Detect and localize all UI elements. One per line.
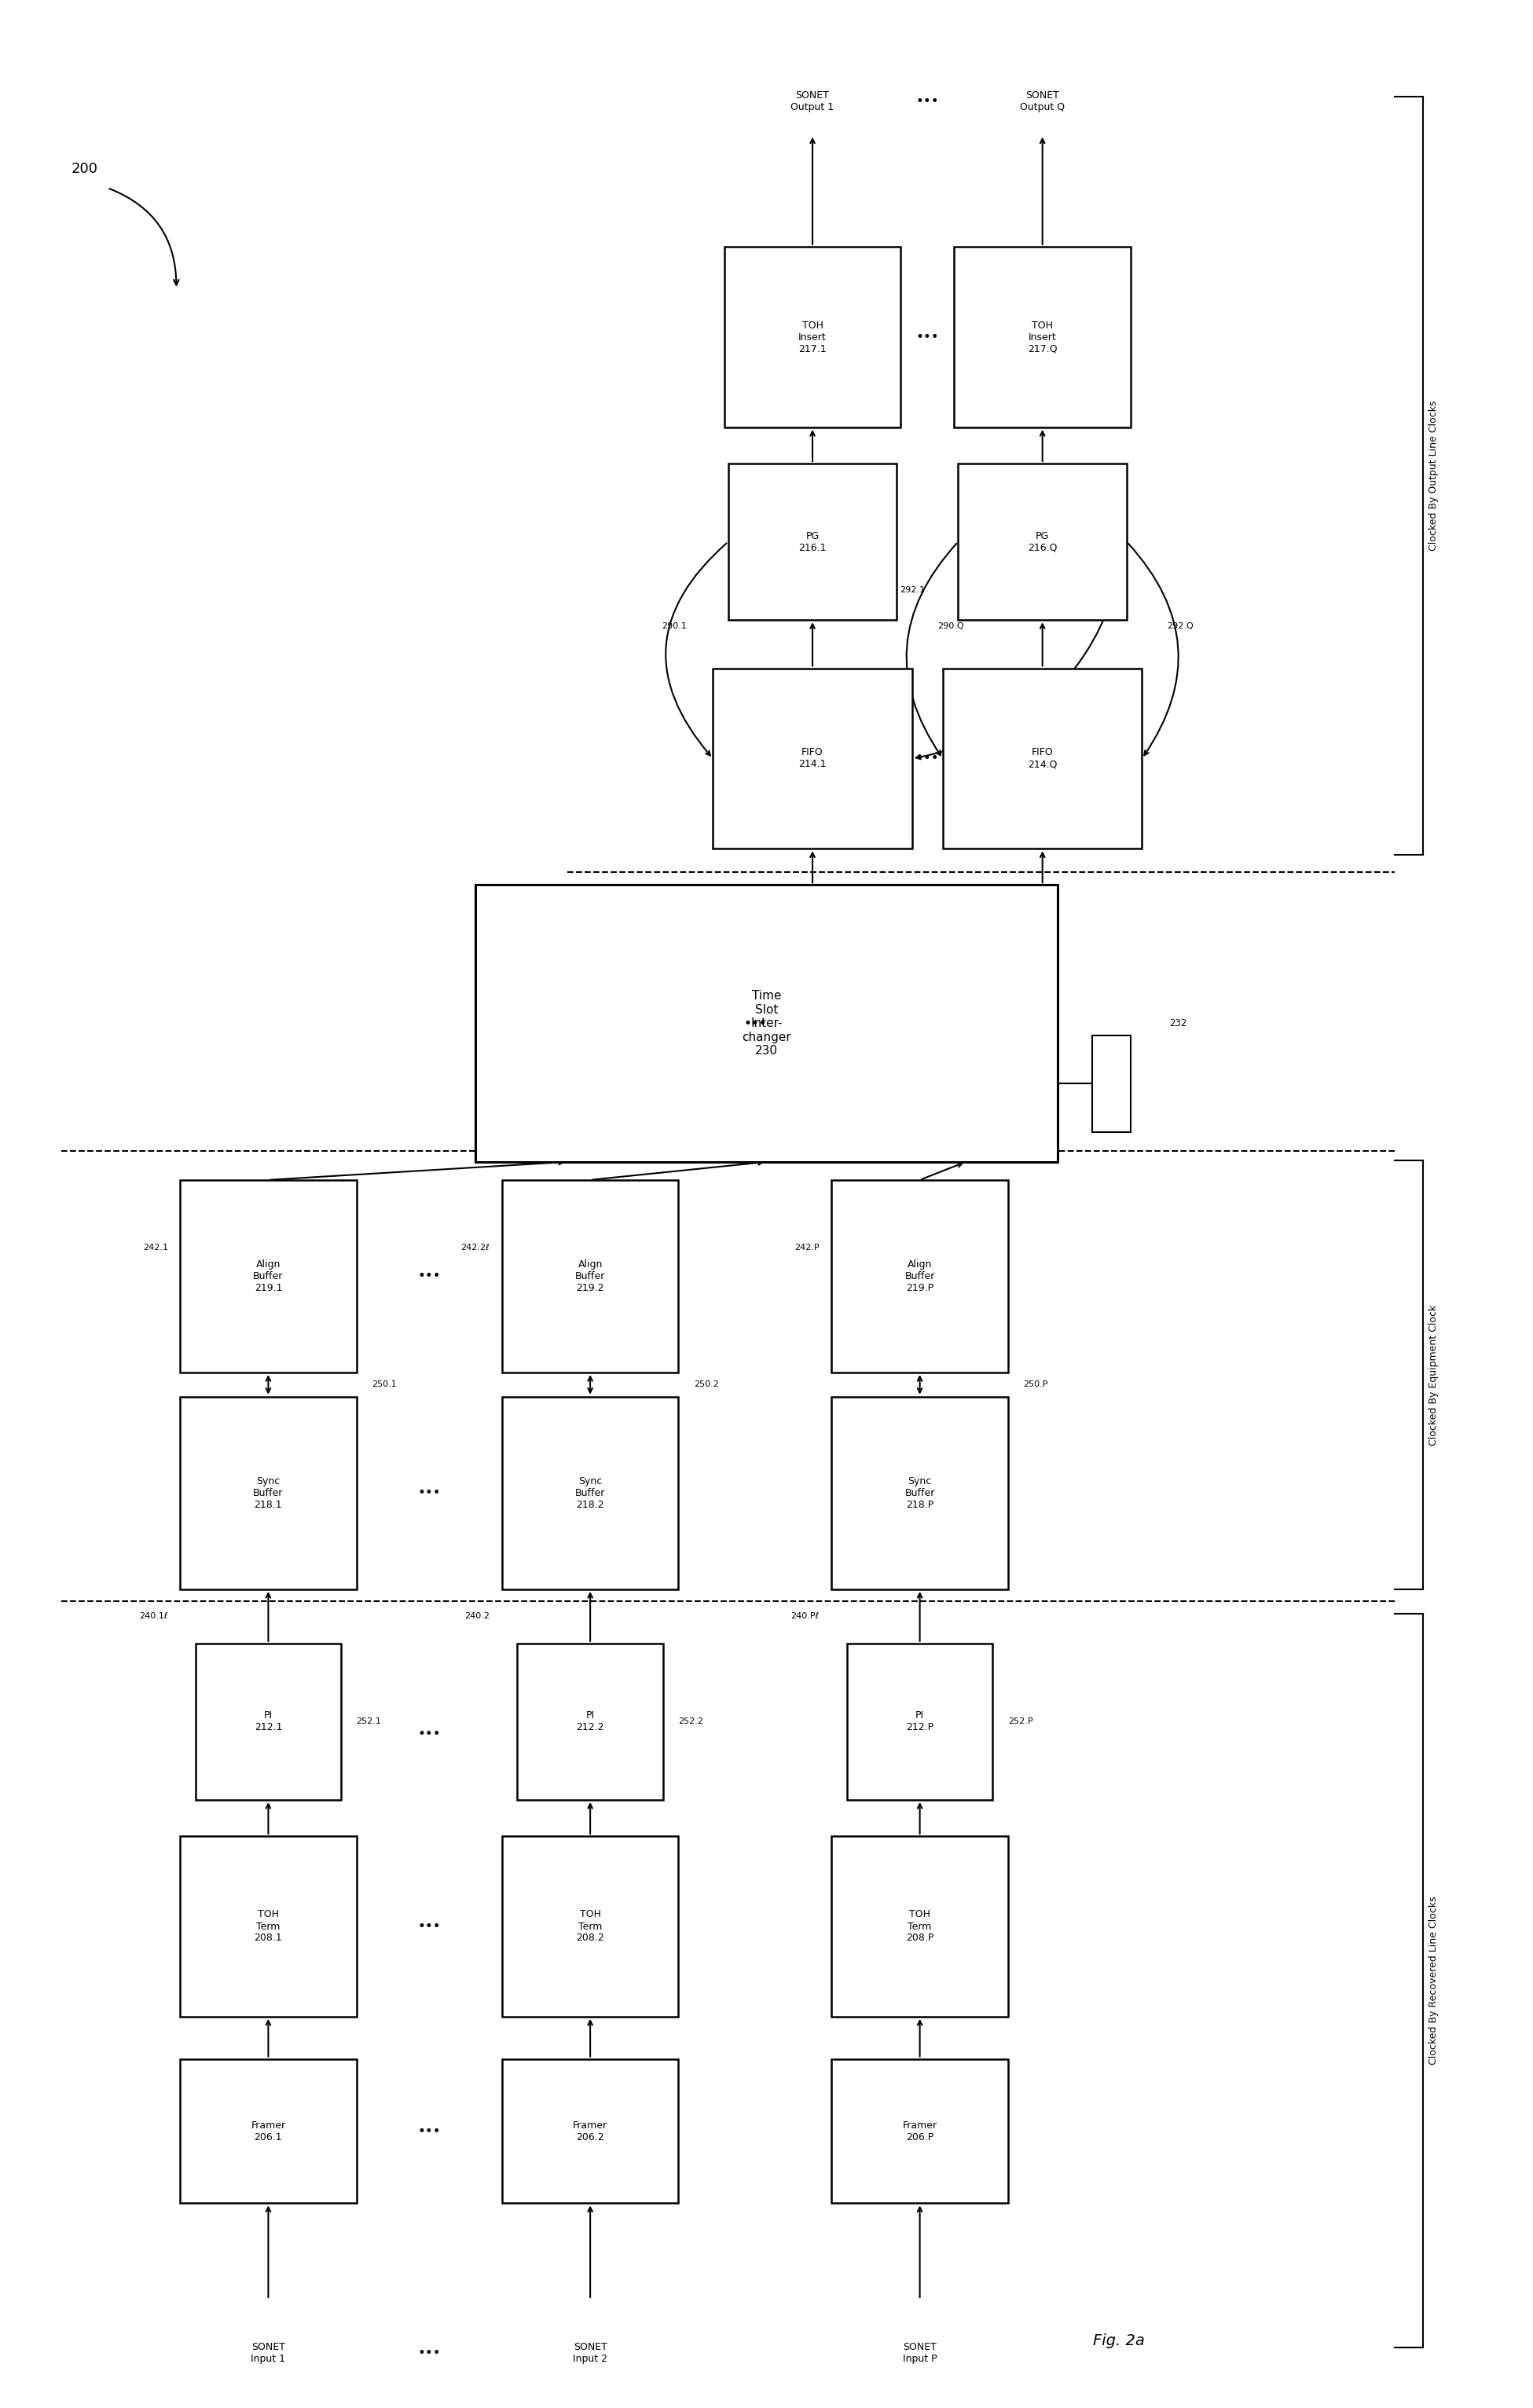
Text: PG
216.1: PG 216.1 bbox=[799, 530, 826, 554]
Text: •••: ••• bbox=[417, 1486, 442, 1500]
Text: SONET
Input 1: SONET Input 1 bbox=[251, 2341, 285, 2365]
Bar bbox=[831, 1397, 1009, 1589]
Text: 242.P: 242.P bbox=[794, 1243, 819, 1252]
Text: TOH
Term
208.P: TOH Term 208.P bbox=[906, 1910, 934, 1943]
Text: Clocked By Output Line Clocks: Clocked By Output Line Clocks bbox=[1429, 400, 1439, 551]
Bar bbox=[503, 2059, 679, 2203]
Text: Sync
Buffer
218.1: Sync Buffer 218.1 bbox=[253, 1476, 284, 1510]
Text: 252.1: 252.1 bbox=[356, 1717, 382, 1727]
Text: 250.2: 250.2 bbox=[693, 1380, 719, 1389]
Text: 240.1ℓ: 240.1ℓ bbox=[140, 1613, 169, 1621]
Text: Time
Slot
Inter-
changer
230: Time Slot Inter- changer 230 bbox=[742, 990, 791, 1057]
Text: •••: ••• bbox=[915, 751, 940, 766]
Text: SONET
Output 1: SONET Output 1 bbox=[791, 89, 834, 113]
Text: Align
Buffer
219.1: Align Buffer 219.1 bbox=[253, 1259, 284, 1293]
Text: Framer
206.2: Framer 206.2 bbox=[573, 2119, 607, 2143]
Bar bbox=[713, 667, 912, 848]
Text: Framer
206.1: Framer 206.1 bbox=[251, 2119, 285, 2143]
Bar bbox=[831, 1180, 1009, 1373]
Text: Sync
Buffer
218.2: Sync Buffer 218.2 bbox=[575, 1476, 606, 1510]
Text: Align
Buffer
219.2: Align Buffer 219.2 bbox=[575, 1259, 606, 1293]
Bar bbox=[1093, 1035, 1131, 1132]
Text: Clocked By Recovered Line Clocks: Clocked By Recovered Line Clocks bbox=[1429, 1898, 1439, 2064]
Text: 240.Pℓ: 240.Pℓ bbox=[791, 1613, 819, 1621]
Bar bbox=[958, 462, 1127, 619]
Text: SONET
Input P: SONET Input P bbox=[903, 2341, 937, 2365]
Bar bbox=[518, 1645, 664, 1801]
Text: 200: 200 bbox=[71, 161, 98, 176]
Text: Align
Buffer
219.P: Align Buffer 219.P bbox=[904, 1259, 935, 1293]
Text: PI
212.2: PI 212.2 bbox=[576, 1710, 604, 1734]
Text: 252.P: 252.P bbox=[1009, 1717, 1033, 1727]
Bar bbox=[503, 1180, 679, 1373]
Text: TOH
Term
208.2: TOH Term 208.2 bbox=[576, 1910, 604, 1943]
Bar bbox=[196, 1645, 342, 1801]
Text: 242.2ℓ: 242.2ℓ bbox=[461, 1243, 491, 1252]
Bar bbox=[181, 1180, 356, 1373]
Bar bbox=[846, 1645, 993, 1801]
Bar bbox=[943, 667, 1142, 848]
Text: Framer
206.P: Framer 206.P bbox=[903, 2119, 937, 2143]
Text: •••: ••• bbox=[417, 1727, 442, 1741]
Text: •••: ••• bbox=[417, 1919, 442, 1934]
Text: 250.1: 250.1 bbox=[373, 1380, 397, 1389]
Text: •••: ••• bbox=[915, 330, 940, 344]
Text: FIFO
214.1: FIFO 214.1 bbox=[799, 746, 826, 771]
Text: 290.1: 290.1 bbox=[662, 621, 687, 631]
Text: •••: ••• bbox=[915, 94, 940, 108]
Bar bbox=[831, 2059, 1009, 2203]
Text: •••: ••• bbox=[417, 2345, 442, 2360]
Text: Sync
Buffer
218.P: Sync Buffer 218.P bbox=[904, 1476, 935, 1510]
Bar bbox=[181, 1397, 356, 1589]
Text: •••: ••• bbox=[417, 2124, 442, 2138]
Text: 290.Q: 290.Q bbox=[937, 621, 964, 631]
Bar bbox=[954, 246, 1131, 429]
Text: PI
212.P: PI 212.P bbox=[906, 1710, 934, 1734]
Bar bbox=[831, 1835, 1009, 2018]
Text: 242.1: 242.1 bbox=[143, 1243, 169, 1252]
Text: TOH
Term
208.1: TOH Term 208.1 bbox=[254, 1910, 282, 1943]
Text: •••: ••• bbox=[417, 1269, 442, 1283]
Text: PI
212.1: PI 212.1 bbox=[254, 1710, 282, 1734]
Text: 292.Q: 292.Q bbox=[1167, 621, 1194, 631]
Text: 292.1: 292.1 bbox=[900, 585, 924, 595]
Text: SONET
Output Q: SONET Output Q bbox=[1019, 89, 1065, 113]
Bar bbox=[728, 462, 897, 619]
Bar bbox=[503, 1397, 679, 1589]
Bar bbox=[475, 886, 1058, 1163]
Text: Clocked By Equipment Clock: Clocked By Equipment Clock bbox=[1429, 1305, 1439, 1445]
Bar bbox=[181, 2059, 356, 2203]
Text: TOH
Insert
217.Q: TOH Insert 217.Q bbox=[1027, 320, 1058, 354]
Text: PG
216.Q: PG 216.Q bbox=[1027, 530, 1058, 554]
Text: 252.2: 252.2 bbox=[679, 1717, 704, 1727]
Text: 250.P: 250.P bbox=[1024, 1380, 1049, 1389]
Bar bbox=[725, 246, 901, 429]
Text: 232: 232 bbox=[1168, 1019, 1187, 1028]
Bar bbox=[181, 1835, 356, 2018]
Text: 240.2: 240.2 bbox=[464, 1613, 491, 1621]
Text: •••: ••• bbox=[744, 1016, 766, 1031]
Text: TOH
Insert
217.1: TOH Insert 217.1 bbox=[799, 320, 826, 354]
Bar bbox=[503, 1835, 679, 2018]
Text: FIFO
214.Q: FIFO 214.Q bbox=[1027, 746, 1058, 771]
Text: SONET
Input 2: SONET Input 2 bbox=[573, 2341, 607, 2365]
Text: Fig. 2a: Fig. 2a bbox=[1093, 2333, 1145, 2348]
